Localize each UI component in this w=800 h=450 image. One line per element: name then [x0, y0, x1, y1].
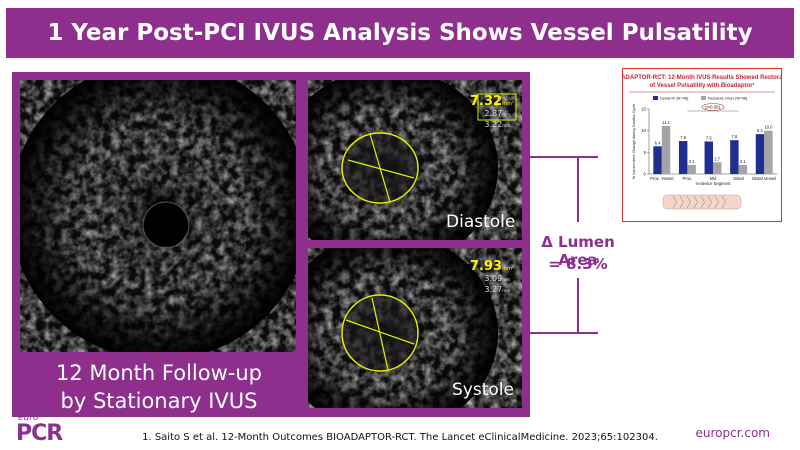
- stent-strut: [679, 195, 684, 209]
- ivus-image: [20, 80, 296, 352]
- x-tick-label: Distal Vessel: [752, 176, 776, 181]
- diameter-unit: mm: [502, 112, 510, 117]
- logo-top: euro: [18, 413, 39, 423]
- url: europcr.com: [695, 426, 771, 440]
- inset-chart: BIOADAPTOR-RCT: 12-Month IVUS Results Sh…: [611, 68, 794, 222]
- bar: [704, 141, 713, 174]
- value-label: 9.2: [757, 128, 763, 133]
- annotation-outline: [701, 103, 725, 111]
- area-unit: mm²: [502, 101, 514, 107]
- value-label: 7.8: [731, 134, 737, 139]
- measurements: 7.93mm² 3.09mm 3.27mm: [470, 259, 514, 296]
- x-tick-label: Mid: [710, 176, 717, 181]
- stent-strut: [700, 195, 705, 209]
- diameter: 3.09: [484, 274, 503, 283]
- ivus-systole: [308, 248, 522, 408]
- x-tick-label: Distal: [733, 176, 744, 181]
- caption-line: by Stationary IVUS: [60, 389, 258, 413]
- diameter: 2.87: [484, 109, 503, 118]
- y-tick-label: 5: [643, 150, 646, 155]
- logo: PCR: [16, 421, 63, 446]
- stent-strut: [721, 195, 726, 209]
- stent-strut: [686, 195, 691, 209]
- value-label: 7.5: [706, 136, 712, 141]
- bar: [678, 141, 688, 174]
- area: 7.32: [470, 94, 503, 109]
- slide-title: 1 Year Post-PCI IVUS Analysis Shows Vess…: [6, 8, 794, 58]
- stent-strut: [672, 195, 677, 209]
- bar: [764, 130, 773, 174]
- x-tick-label: Prox. Vessel: [650, 176, 673, 181]
- ivus-diastole: [308, 80, 522, 240]
- value-label: 10.0: [764, 125, 773, 130]
- diameter: 3.22: [484, 120, 503, 129]
- caption: 12 Month Follow-up by Stationary IVUS: [12, 357, 306, 417]
- y-tick-label: 15: [641, 107, 647, 112]
- bar: [687, 164, 696, 174]
- measurements: 7.32mm² 2.87mm 3.22mm: [470, 94, 514, 131]
- delta-label: Δ Lumen Area: [541, 233, 615, 269]
- bar: [755, 134, 765, 174]
- value-label: 7.6: [680, 135, 686, 140]
- diameter-unit: mm: [502, 288, 510, 293]
- delta-value: = 8.3%: [548, 255, 608, 273]
- x-tick-label: Prox.: [683, 176, 693, 181]
- title-line: BIOADAPTOR-RCT: 12-Month IVUS Results Sh…: [623, 75, 781, 81]
- inset-title: BIOADAPTOR-RCT: 12-Month IVUS Results Sh…: [623, 75, 781, 89]
- legend-swatch: [701, 96, 706, 100]
- y-axis-label: % Lumen Area Change during Cardiac Cycle: [632, 104, 636, 180]
- value-label: 11.1: [662, 120, 671, 125]
- bracket: [530, 156, 598, 334]
- value-label: 2.1: [740, 159, 746, 164]
- legend-label: Resolute Onyx [N=46]: [708, 96, 747, 101]
- stent-strut: [693, 195, 698, 209]
- stent-strut: [707, 195, 712, 209]
- y-tick-label: 0: [643, 172, 646, 177]
- annotation: p<0.001: [705, 105, 721, 110]
- diameter-unit: mm: [502, 277, 510, 282]
- bar: [661, 125, 671, 174]
- title-line: of Vessel Pulsatility with Bioadaptor¹: [649, 82, 754, 89]
- bar: [653, 146, 662, 174]
- value-label: 2.7: [714, 156, 720, 161]
- inset-chart-svg: BIOADAPTOR-RCT: 12-Month IVUS Results Sh…: [611, 75, 794, 210]
- value-label: 2.1: [689, 159, 695, 164]
- segment-label: in-device Segment: [696, 181, 732, 186]
- stent-strut: [714, 195, 719, 209]
- diameter-unit: mm: [502, 123, 510, 128]
- legend-label: DynamX [N=46]: [660, 96, 688, 101]
- area: 7.93: [470, 259, 503, 274]
- y-tick-label: 10: [641, 128, 647, 133]
- bar: [713, 162, 722, 174]
- reference: 1. Saito S et al. 12-Month Outcomes BIOA…: [142, 432, 658, 443]
- value-label: 6.4: [655, 140, 661, 145]
- frame-label: Systole: [452, 380, 514, 400]
- caption-line: 12 Month Follow-up: [56, 361, 262, 385]
- vessel-sketch: [662, 194, 742, 210]
- frame-label: Diastole: [446, 212, 516, 232]
- legend-swatch: [653, 96, 658, 100]
- bar: [730, 140, 739, 174]
- bar: [738, 164, 748, 174]
- area-unit: mm²: [502, 266, 514, 272]
- diameter: 3.27: [484, 285, 503, 294]
